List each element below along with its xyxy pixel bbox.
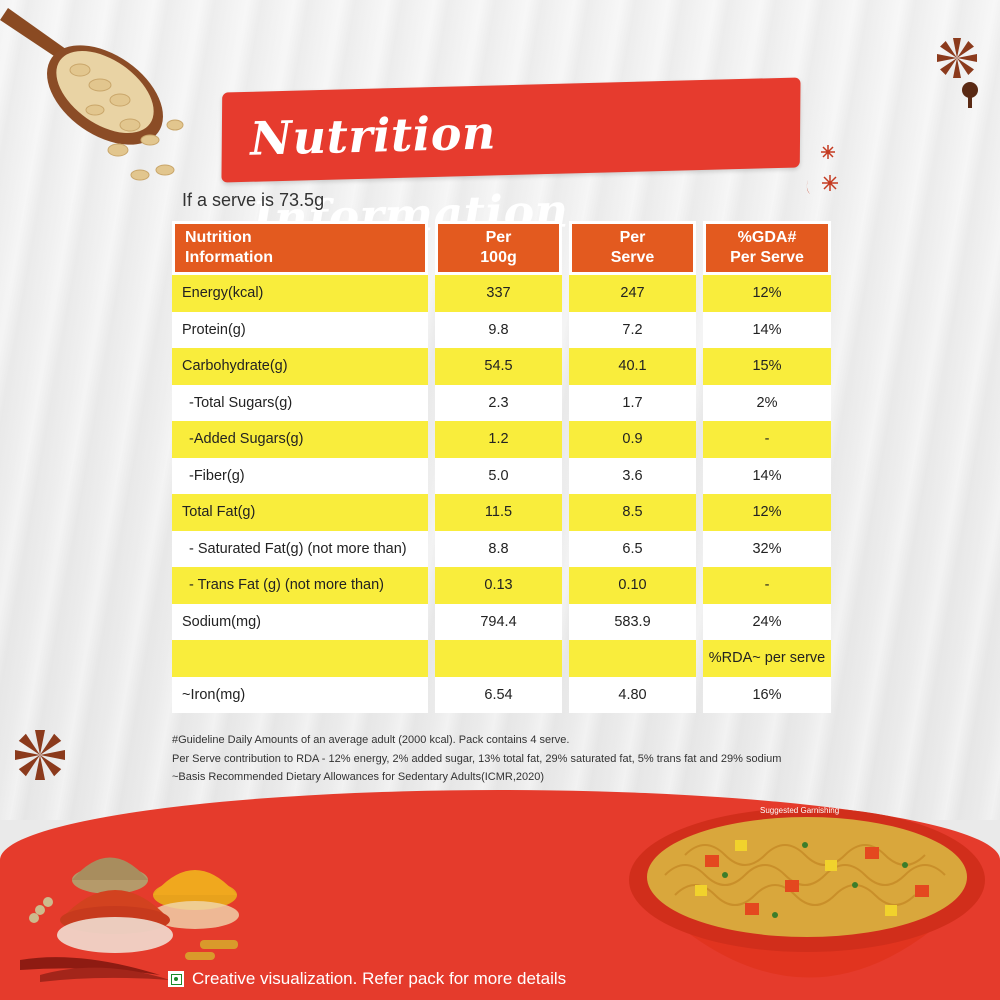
row-label: Total Fat(g) xyxy=(172,494,428,531)
per-100g-value: 5.0 xyxy=(435,457,562,494)
row-label: Energy(kcal) xyxy=(172,275,428,312)
per-100g-column: Per 100g 337 9.8 54.5 2.3 1.2 5.0 11.5 8… xyxy=(435,221,562,713)
per-100g-value: 9.8 xyxy=(435,311,562,348)
disclaimer-text: Creative visualization. Refer pack for m… xyxy=(192,969,567,988)
star-anise-icon xyxy=(937,38,978,108)
footnote-rda-contribution: Per Serve contribution to RDA - 12% ener… xyxy=(172,752,782,765)
row-label: - Trans Fat (g) (not more than) xyxy=(172,567,428,604)
gda-value: 32% xyxy=(703,530,831,567)
per-serve-value: 3.6 xyxy=(569,457,696,494)
gda-value: 12% xyxy=(703,275,831,312)
oats-scoop-illustration xyxy=(0,8,184,181)
gda-value: - xyxy=(703,567,831,604)
row-label: -Fiber(g) xyxy=(172,457,428,494)
gda-value: 2% xyxy=(703,384,831,421)
row-label: -Total Sugars(g) xyxy=(172,384,428,421)
per-100g-value xyxy=(435,640,562,677)
small-spice-icon xyxy=(806,145,838,194)
per-100g-value: 794.4 xyxy=(435,603,562,640)
star-anise-left-icon xyxy=(15,730,65,780)
header-nutrition-information: Nutrition Information xyxy=(172,221,428,275)
row-label: Protein(g) xyxy=(172,311,428,348)
veg-symbol-icon xyxy=(168,971,184,987)
header-per-serve: Per Serve xyxy=(569,221,696,275)
per-serve-value: 1.7 xyxy=(569,384,696,421)
row-label: Sodium(mg) xyxy=(172,603,428,640)
per-100g-value: 11.5 xyxy=(435,494,562,531)
per-serve-value: 0.9 xyxy=(569,421,696,458)
per-100g-value: 6.54 xyxy=(435,676,562,713)
gda-value: 14% xyxy=(703,457,831,494)
row-label: ~Iron(mg) xyxy=(172,676,428,713)
row-label: -Added Sugars(g) xyxy=(172,421,428,458)
per-100g-value: 2.3 xyxy=(435,384,562,421)
gda-value: 15% xyxy=(703,348,831,385)
per-serve-value: 8.5 xyxy=(569,494,696,531)
footnote-rda-basis: ~Basis Recommended Dietary Allowances fo… xyxy=(172,771,545,783)
serve-size-note: If a serve is 73.5g xyxy=(182,190,325,210)
header-gda-per-serve: %GDA# Per Serve xyxy=(703,221,831,275)
per-serve-value: 7.2 xyxy=(569,311,696,348)
noodle-bowl-illustration: Suggested Garnishing xyxy=(629,806,985,978)
rda-subheader: %RDA~ per serve xyxy=(703,640,831,677)
per-100g-value: 337 xyxy=(435,275,562,312)
row-label: - Saturated Fat(g) (not more than) xyxy=(172,530,428,567)
per-100g-value: 1.2 xyxy=(435,421,562,458)
per-serve-value: 247 xyxy=(569,275,696,312)
nutrient-label-column: Nutrition Information Energy(kcal) Prote… xyxy=(172,221,428,713)
per-100g-value: 0.13 xyxy=(435,567,562,604)
gda-value: 12% xyxy=(703,494,831,531)
per-serve-value: 583.9 xyxy=(569,603,696,640)
disclaimer: Creative visualization. Refer pack for m… xyxy=(168,969,566,989)
gda-value: 24% xyxy=(703,603,831,640)
bowl-garnish-label: Suggested Garnishing xyxy=(760,806,839,815)
row-label xyxy=(172,640,428,677)
per-serve-value: 4.80 xyxy=(569,676,696,713)
footnote-gda: #Guideline Daily Amounts of an average a… xyxy=(172,734,570,746)
rda-value: 16% xyxy=(703,676,831,713)
gda-value: 14% xyxy=(703,311,831,348)
footnotes: #Guideline Daily Amounts of an average a… xyxy=(172,731,781,787)
per-serve-value: 40.1 xyxy=(569,348,696,385)
row-label: Carbohydrate(g) xyxy=(172,348,428,385)
per-100g-value: 54.5 xyxy=(435,348,562,385)
per-serve-value xyxy=(569,640,696,677)
per-serve-value: 6.5 xyxy=(569,530,696,567)
spice-bowls-illustration xyxy=(20,857,239,982)
page-title: Nutrition Information xyxy=(249,105,570,246)
gda-per-serve-column: %GDA# Per Serve 12% 14% 15% 2% - 14% 12%… xyxy=(703,221,831,713)
header-per-100g: Per 100g xyxy=(435,221,562,275)
per-100g-value: 8.8 xyxy=(435,530,562,567)
per-serve-column: Per Serve 247 7.2 40.1 1.7 0.9 3.6 8.5 6… xyxy=(569,221,696,713)
per-serve-value: 0.10 xyxy=(569,567,696,604)
gda-value: - xyxy=(703,421,831,458)
